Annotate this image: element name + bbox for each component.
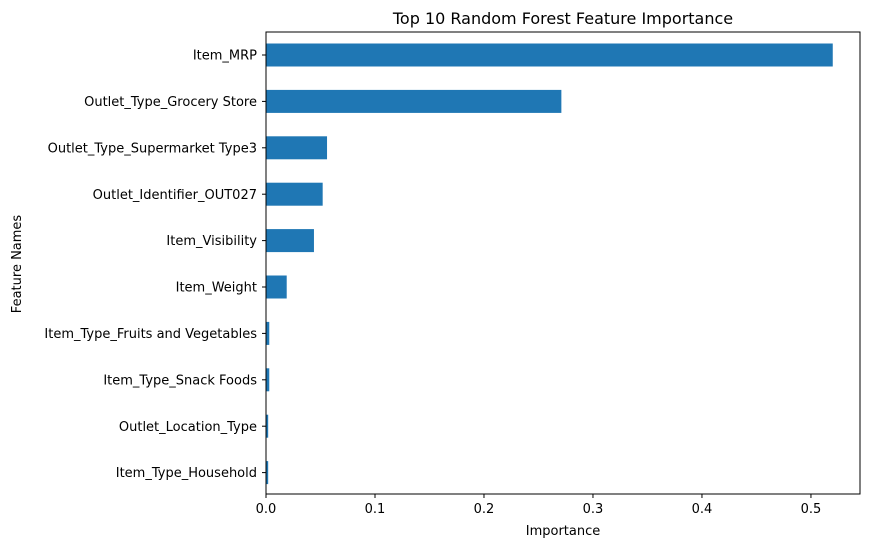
bar-outlet-type-grocery-store <box>266 89 562 113</box>
y-tick-label: Outlet_Identifier_OUT027 <box>93 188 257 203</box>
bar-outlet-identifier-out027 <box>266 182 323 206</box>
bar-item-visibility <box>266 229 314 253</box>
y-tick-label: Item_MRP <box>193 49 257 64</box>
bar-item-mrp <box>266 43 833 67</box>
plot-area-border <box>265 31 861 495</box>
x-axis-label: Importance <box>526 524 601 539</box>
y-tick-label: Outlet_Type_Supermarket Type3 <box>48 141 257 156</box>
x-tick-label: 0.0 <box>256 502 277 517</box>
bars-group <box>266 43 833 485</box>
bar-item-weight <box>266 275 287 299</box>
y-axis-ticks: Item_MRP Outlet_Type_Grocery Store Outlet_… <box>44 49 266 481</box>
y-tick-label: Item_Visibility <box>166 234 257 249</box>
y-tick-label: Item_Type_Fruits and Vegetables <box>44 327 257 342</box>
bar-outlet-location-type <box>266 414 269 438</box>
y-tick-label: Outlet_Type_Grocery Store <box>84 95 257 110</box>
bar-item-type-household <box>266 461 269 485</box>
y-tick-label: Item_Weight <box>176 281 257 296</box>
y-tick-label: Item_Type_Snack Foods <box>103 373 257 388</box>
x-tick-label: 0.5 <box>801 502 822 517</box>
x-axis-ticks: 0.0 0.1 0.2 0.3 0.4 0.5 <box>256 494 822 517</box>
bar-outlet-type-supermarket-type3 <box>266 136 328 160</box>
x-tick-label: 0.3 <box>583 502 604 517</box>
chart-title: Top 10 Random Forest Feature Importance <box>392 9 733 28</box>
y-tick-label: Outlet_Location_Type <box>119 420 257 435</box>
bar-item-type-snack-foods <box>266 368 270 392</box>
x-tick-label: 0.1 <box>365 502 386 517</box>
bar-item-type-fruits-and-vegetables <box>266 321 270 345</box>
y-axis-label: Feature Names <box>10 215 25 314</box>
y-tick-label: Item_Type_Household <box>116 466 257 481</box>
x-tick-label: 0.4 <box>692 502 713 517</box>
axes-frame <box>265 31 861 495</box>
x-tick-label: 0.2 <box>474 502 495 517</box>
